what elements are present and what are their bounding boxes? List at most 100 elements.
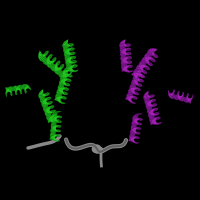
Polygon shape (124, 65, 130, 72)
Polygon shape (55, 125, 57, 132)
Polygon shape (64, 47, 74, 50)
Polygon shape (121, 61, 132, 63)
Polygon shape (61, 79, 70, 83)
Polygon shape (66, 56, 75, 63)
Polygon shape (142, 57, 152, 66)
Polygon shape (133, 83, 139, 89)
Polygon shape (60, 83, 69, 88)
Polygon shape (67, 70, 78, 72)
Polygon shape (169, 91, 175, 97)
Polygon shape (189, 95, 193, 103)
Polygon shape (122, 40, 128, 47)
Polygon shape (50, 132, 60, 136)
Polygon shape (58, 88, 68, 91)
Polygon shape (65, 74, 67, 81)
Polygon shape (182, 93, 184, 101)
Polygon shape (42, 101, 52, 104)
Polygon shape (120, 46, 130, 51)
Polygon shape (63, 70, 69, 77)
Polygon shape (64, 53, 75, 55)
Polygon shape (65, 55, 75, 59)
Polygon shape (133, 132, 137, 139)
Polygon shape (50, 136, 59, 141)
Polygon shape (56, 111, 58, 118)
Polygon shape (51, 125, 61, 129)
Polygon shape (39, 93, 49, 98)
Polygon shape (47, 55, 50, 65)
Polygon shape (130, 137, 139, 140)
Polygon shape (145, 99, 155, 102)
Polygon shape (39, 93, 49, 99)
Polygon shape (61, 79, 68, 86)
Polygon shape (68, 62, 75, 68)
Polygon shape (128, 91, 139, 94)
Polygon shape (54, 112, 60, 118)
Polygon shape (49, 118, 58, 121)
Polygon shape (59, 66, 64, 74)
Polygon shape (144, 61, 148, 68)
Polygon shape (128, 89, 139, 95)
Polygon shape (177, 93, 182, 99)
Polygon shape (134, 70, 144, 78)
Polygon shape (52, 118, 61, 123)
Polygon shape (187, 95, 191, 101)
Polygon shape (173, 93, 179, 97)
Polygon shape (146, 104, 157, 108)
Polygon shape (38, 53, 47, 56)
Polygon shape (62, 72, 71, 76)
Polygon shape (45, 111, 55, 113)
Polygon shape (59, 87, 67, 93)
Polygon shape (70, 61, 73, 68)
Polygon shape (50, 110, 52, 118)
Polygon shape (123, 44, 127, 51)
Polygon shape (45, 98, 48, 105)
Polygon shape (58, 88, 67, 95)
Polygon shape (125, 61, 129, 68)
Polygon shape (66, 58, 75, 63)
Polygon shape (120, 53, 131, 55)
Polygon shape (43, 55, 52, 63)
Polygon shape (122, 52, 130, 59)
Polygon shape (41, 51, 48, 61)
Polygon shape (25, 86, 31, 90)
Polygon shape (145, 99, 155, 105)
Polygon shape (52, 115, 62, 117)
Polygon shape (48, 58, 56, 68)
Polygon shape (61, 87, 65, 94)
Polygon shape (121, 65, 132, 67)
Polygon shape (52, 121, 61, 125)
Polygon shape (123, 49, 129, 55)
Polygon shape (66, 40, 69, 47)
Polygon shape (47, 102, 49, 109)
Polygon shape (140, 64, 145, 74)
Polygon shape (66, 65, 77, 67)
Polygon shape (121, 61, 132, 65)
Polygon shape (63, 78, 67, 86)
Polygon shape (62, 75, 70, 82)
Polygon shape (136, 72, 139, 81)
Polygon shape (20, 88, 26, 90)
Polygon shape (11, 89, 16, 93)
Polygon shape (128, 96, 134, 104)
Polygon shape (134, 74, 145, 77)
Polygon shape (147, 56, 150, 65)
Polygon shape (120, 53, 131, 56)
Polygon shape (65, 52, 74, 58)
Polygon shape (134, 118, 141, 123)
Polygon shape (173, 92, 178, 97)
Polygon shape (60, 77, 71, 81)
Polygon shape (23, 84, 26, 93)
Polygon shape (173, 90, 175, 99)
Polygon shape (121, 66, 132, 68)
Polygon shape (149, 49, 157, 58)
Polygon shape (20, 86, 24, 93)
Polygon shape (135, 72, 145, 78)
Polygon shape (45, 106, 53, 113)
Polygon shape (143, 61, 150, 67)
Polygon shape (149, 111, 158, 115)
Polygon shape (134, 79, 140, 86)
Polygon shape (173, 91, 177, 98)
Polygon shape (132, 127, 140, 132)
Polygon shape (53, 125, 58, 131)
Polygon shape (137, 114, 139, 120)
